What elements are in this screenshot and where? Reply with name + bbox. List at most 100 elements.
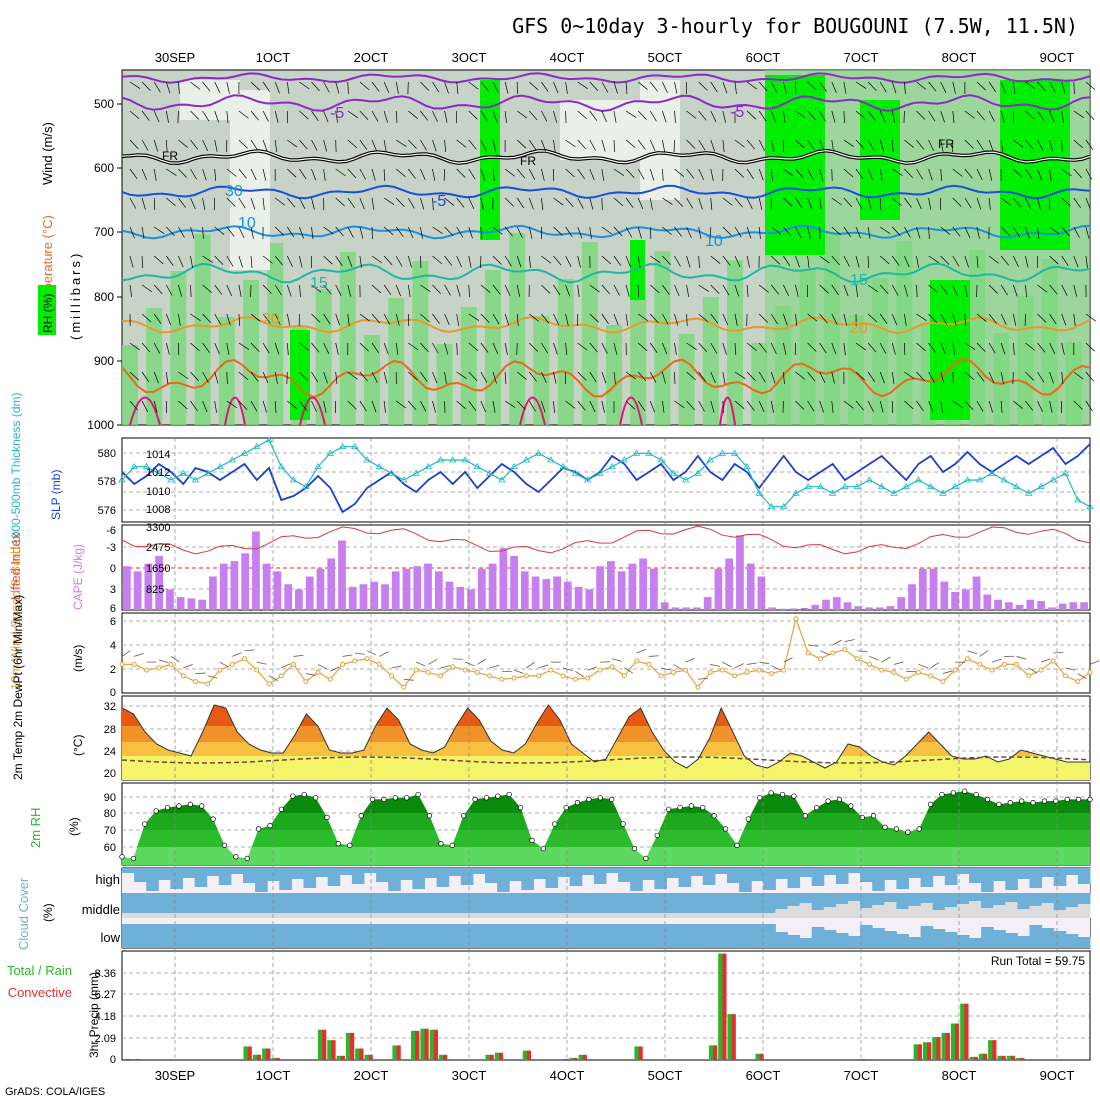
wind-speed-marker: [168, 661, 174, 667]
rh-shade: [315, 289, 332, 425]
wind-barb: [867, 139, 875, 151]
wind-barb: [880, 226, 891, 235]
wind-barb: [214, 226, 225, 235]
precip-bar-convective: [433, 1029, 438, 1060]
cloud-middle: [255, 893, 268, 913]
wind-barb: [153, 342, 161, 354]
cloud-high: [593, 868, 607, 884]
wind-barb: [347, 371, 358, 380]
rh2m-marker: [984, 796, 991, 803]
precip-bar-convective: [1010, 1055, 1016, 1060]
thickness-marker: [228, 456, 236, 463]
rh2m-marker: [586, 796, 592, 803]
cape-bar: [402, 568, 411, 610]
precip-bar-convective: [498, 1052, 504, 1060]
wind-barb: [371, 255, 383, 264]
wind-barb: [710, 313, 719, 324]
rh2m-marker: [654, 832, 660, 839]
wind-barb: [1037, 110, 1045, 122]
wind-barb: [855, 197, 863, 209]
cloud-middle: [146, 893, 159, 913]
cloud-middle-gap: [920, 903, 934, 918]
cloud-high: [860, 868, 873, 882]
wind-barb: [940, 284, 949, 295]
cloud-middle: [243, 893, 256, 913]
wind-speed-marker: [499, 676, 505, 682]
wind-speed-marker: [364, 656, 370, 662]
wind-barb: [202, 284, 213, 293]
wind-barb: [504, 81, 509, 94]
wind-barb: [601, 284, 611, 295]
wind-barb: [408, 342, 419, 351]
wind-barb: [819, 168, 824, 181]
wind-barb: [867, 226, 871, 239]
wind-barb: [686, 313, 688, 327]
wind-barb: [770, 371, 776, 384]
surface-wind-barb: [759, 661, 770, 665]
wind-barb: [819, 371, 826, 383]
surface-wind-barb: [832, 639, 842, 646]
wind-barb: [649, 400, 655, 413]
wind-barb: [214, 313, 221, 325]
wind-barb: [783, 371, 785, 384]
wind-barb: [1000, 110, 1005, 123]
wind-barb: [807, 139, 815, 151]
wind-barb: [843, 110, 845, 124]
cape-bar: [811, 604, 820, 610]
surface-wind-barb: [464, 661, 475, 667]
rh2m-marker: [210, 816, 216, 822]
cloud-high: [557, 868, 571, 877]
thickness-marker: [351, 442, 359, 450]
wind-barb: [722, 371, 726, 384]
wind-barb: [698, 81, 708, 91]
wind-barb: [771, 284, 780, 295]
wind-barb: [238, 197, 246, 209]
wind-barb: [492, 226, 503, 235]
cloud-low: [206, 924, 220, 948]
cape-bar: [736, 535, 744, 610]
wind-barb: [347, 226, 354, 238]
precip-bar-total: [420, 1028, 425, 1060]
wind-speed-marker: [732, 673, 738, 679]
wind-barb: [783, 197, 793, 207]
wind-barb: [468, 400, 477, 411]
cloud-low: [388, 924, 401, 948]
rh2m-marker: [483, 795, 490, 801]
rh2m-marker: [859, 814, 865, 821]
wind-barb: [637, 342, 648, 352]
cape-bar: [854, 606, 863, 610]
cloud-high: [279, 868, 292, 890]
rh-shade: [557, 279, 574, 425]
cloud-high: [751, 868, 764, 881]
wind-barb: [819, 284, 829, 294]
cloud-low: [182, 924, 196, 948]
cape-bar: [499, 548, 508, 610]
cloud-middle-gap: [1065, 907, 1079, 918]
wind-barb: [783, 81, 787, 94]
tick-label: 20: [104, 768, 116, 780]
wind-barb: [516, 226, 523, 238]
cape-bar: [123, 566, 131, 610]
cloud-middle: [521, 893, 534, 913]
label-rh2m: 2m RH: [28, 808, 43, 848]
rh-shade: [560, 100, 640, 160]
cloud-middle: [714, 893, 728, 913]
wind-barb: [420, 400, 427, 412]
wind-barb: [988, 110, 995, 122]
wind-barb: [565, 197, 574, 208]
cloud-high: [376, 868, 389, 882]
cloud-middle: [593, 893, 607, 913]
wind-barb: [262, 168, 267, 181]
cloud-high: [509, 868, 522, 881]
rh2m-marker: [734, 842, 740, 848]
wind-barb: [541, 81, 549, 93]
cloud-low: [811, 927, 825, 948]
rh2m-marker: [187, 801, 193, 807]
label-lifted-index: Lifted Index: [8, 532, 23, 600]
cloud-middle: [811, 893, 825, 910]
wind-barb: [904, 400, 914, 410]
rh2m-marker: [233, 854, 239, 860]
wind-barb: [468, 139, 477, 150]
cape-bar: [908, 584, 916, 610]
cloud-middle: [702, 893, 716, 913]
